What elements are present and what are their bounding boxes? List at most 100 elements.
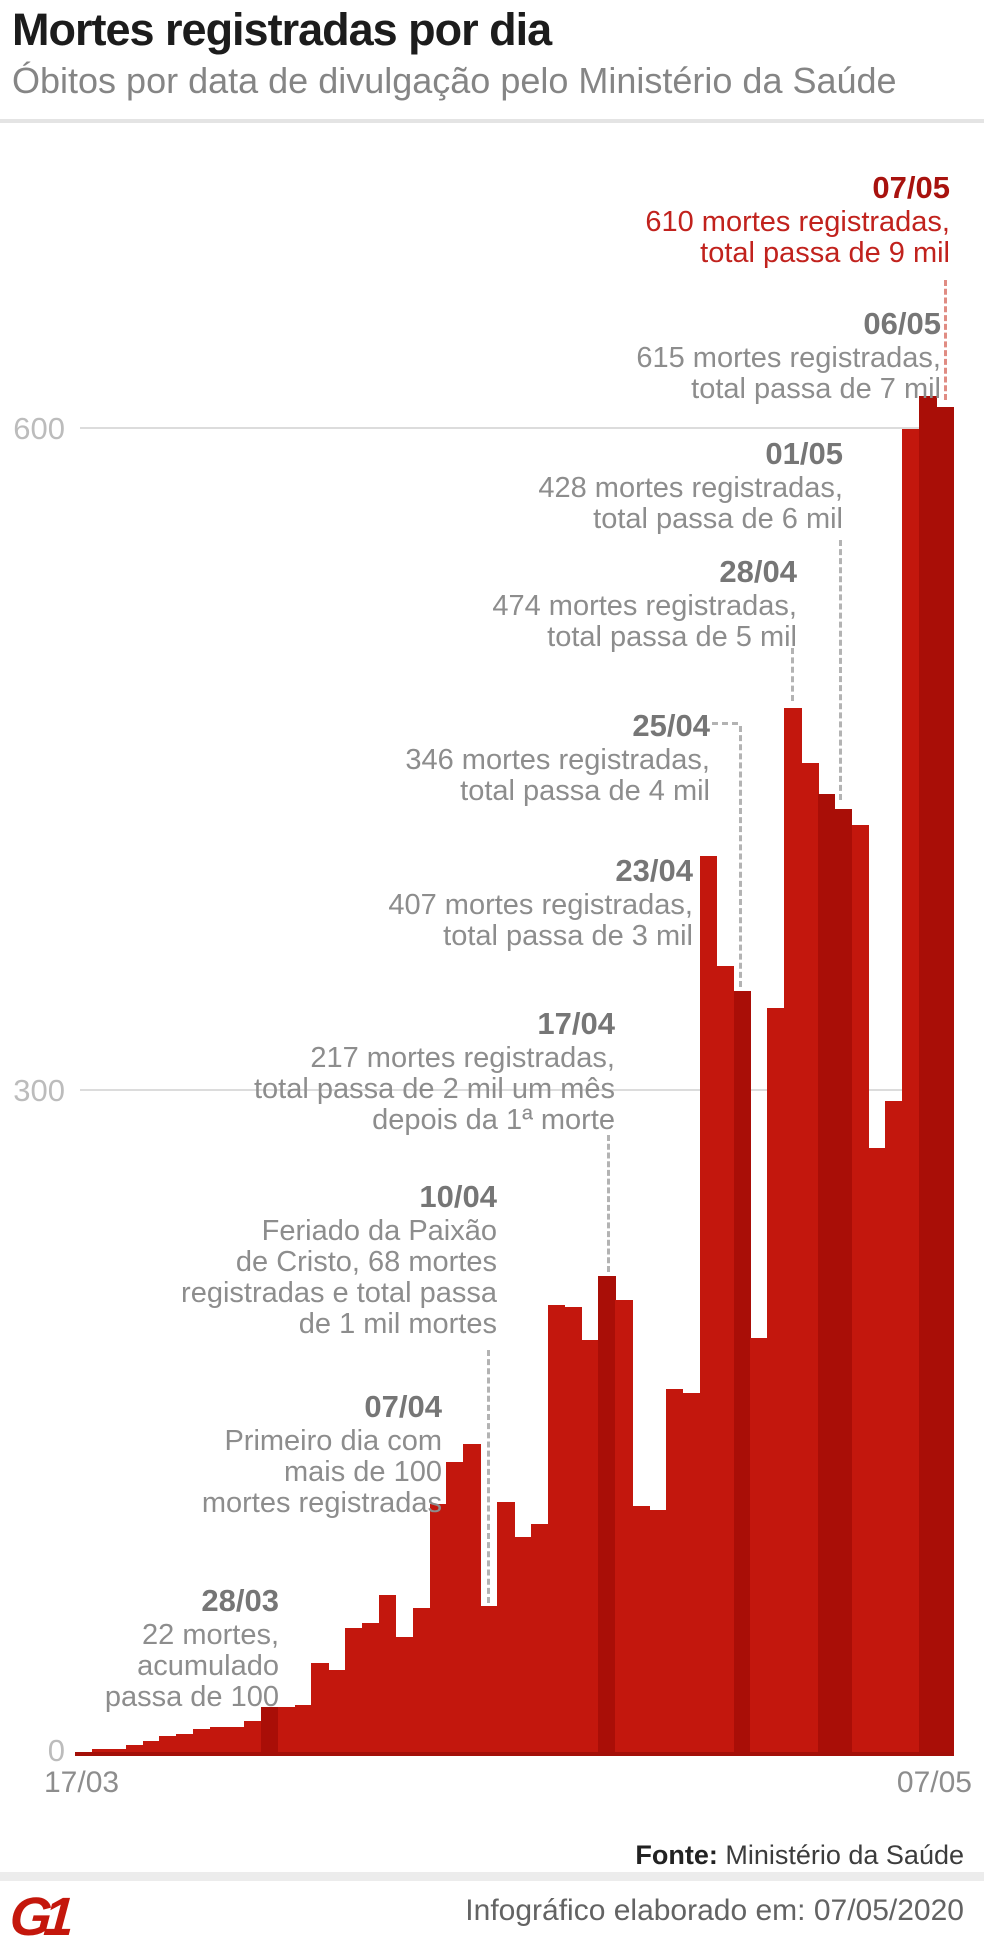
bar-03/05 [868, 1147, 887, 1756]
bar-25/04 [733, 990, 751, 1756]
bar-20/03 [125, 1744, 144, 1756]
bar-21/04 [665, 1388, 684, 1756]
bar-01/05 [834, 809, 853, 1756]
bar-19/04 [632, 1506, 650, 1756]
bar-01/04 [328, 1669, 346, 1756]
annotation-date: 17/04 [537, 1006, 615, 1041]
leader-line-28/04 [791, 648, 794, 701]
bar-05/05 [902, 428, 920, 1756]
annotation-25/04: 25/04 346 mortes registradas, total passa … [405, 710, 710, 807]
annotation-date: 06/05 [863, 306, 941, 341]
annotation-date: 01/05 [765, 436, 843, 471]
bar-14/04 [547, 1304, 566, 1756]
credit-line: Infográfico elaborado em: 07/05/2020 [465, 1894, 964, 1927]
annotation-date: 28/04 [719, 554, 797, 589]
bar-12/04 [514, 1537, 532, 1756]
annotation-line: total passa de 7 mil [691, 373, 941, 405]
bar-29/04 [801, 762, 819, 1756]
annotation-line: registradas e total passa [181, 1277, 497, 1309]
annotation-line: total passa de 3 mil [443, 920, 693, 952]
bar-27/03 [243, 1720, 262, 1756]
annotation-line: total passa de 5 mil [547, 621, 797, 653]
bar-15/04 [564, 1306, 583, 1756]
gridline-600 [80, 427, 953, 429]
annotation-line: de Cristo, 68 mortes [235, 1246, 497, 1278]
bar-07/04 [429, 1503, 448, 1756]
bar-17/04 [598, 1275, 616, 1756]
bar-30/03 [294, 1705, 312, 1756]
bar-23/03 [176, 1733, 194, 1756]
g1-logo: G1 [7, 1887, 69, 1947]
source-text: Ministério da Saúde [717, 1840, 964, 1870]
annotation-28/04: 28/04 474 mortes registradas, total passa … [492, 556, 797, 653]
annotation-line: 217 mortes registradas, [310, 1042, 615, 1074]
annotation-line: depois da 1ª morte [372, 1104, 615, 1136]
annotation-line: mais de 100 [284, 1456, 442, 1488]
bar-30/04 [817, 793, 836, 1756]
annotation-date: 07/04 [364, 1389, 442, 1424]
bar-06/05 [919, 395, 937, 1756]
annotation-07/05: 07/05 610 mortes registradas, total passa … [645, 172, 950, 269]
bar-22/04 [682, 1393, 701, 1756]
leader-line-10/04 [487, 1350, 490, 1603]
bar-29/03 [277, 1707, 296, 1756]
x-tick-first: 17/03 [44, 1766, 120, 1799]
bar-28/04 [784, 707, 802, 1756]
bar-10/04 [480, 1605, 498, 1756]
annotation-line: total passa de 6 mil [593, 503, 843, 535]
bar-03/04 [362, 1623, 380, 1756]
annotation-line: total passa de 4 mil [460, 775, 710, 807]
annotation-07/04: 07/04 Primeiro dia com mais de 100 mortes r… [202, 1391, 442, 1519]
bar-02/04 [345, 1627, 363, 1756]
bar-09/04 [463, 1444, 481, 1756]
header-divider [0, 119, 984, 123]
bar-31/03 [311, 1663, 329, 1756]
page-title: Mortes registradas por dia [12, 4, 552, 55]
leader-line-07/05 [944, 280, 947, 400]
annotation-date: 25/04 [632, 708, 710, 743]
annotation-line: passa de 100 [104, 1681, 279, 1713]
annotation-line: 615 mortes registradas, [636, 342, 941, 374]
annotation-line: acumulado [137, 1650, 279, 1682]
bar-02/05 [851, 824, 870, 1756]
gridline-300 [80, 1089, 953, 1091]
bar-28/03 [260, 1707, 279, 1756]
annotation-01/05: 01/05 428 mortes registradas, total passa … [538, 438, 843, 535]
annotation-date: 28/03 [201, 1583, 279, 1618]
leader-line-17/04 [607, 1135, 610, 1272]
bar-24/03 [193, 1729, 211, 1756]
annotation-28/03: 28/03 22 mortes, acumulado passa de 100 [105, 1585, 279, 1713]
annotation-line: Primeiro dia com [224, 1425, 442, 1457]
bar-08/04 [446, 1461, 464, 1756]
source-label: Fonte: [635, 1840, 718, 1870]
annotation-23/04: 23/04 407 mortes registradas, total passa … [388, 855, 693, 952]
bar-20/04 [649, 1510, 667, 1756]
bar-26/04 [750, 1337, 768, 1756]
bar-18/04 [615, 1300, 633, 1756]
bar-25/03 [210, 1727, 228, 1756]
bar-07/05 [936, 406, 954, 1756]
bar-23/04 [699, 855, 718, 1756]
bar-13/04 [530, 1523, 549, 1756]
annotation-line: total passa de 2 mil um mês [253, 1073, 615, 1105]
annotation-date: 10/04 [419, 1179, 497, 1214]
annotation-date: 07/05 [872, 170, 950, 205]
annotation-10/04: 10/04 Feriado da Paixão de Cristo, 68 mort… [181, 1181, 497, 1340]
annotation-line: 407 mortes registradas, [388, 889, 693, 921]
annotation-line: de 1 mil mortes [298, 1308, 497, 1340]
annotation-17/04: 17/04 217 mortes registradas, total passa … [254, 1008, 615, 1136]
annotation-line: 22 mortes, [142, 1619, 279, 1651]
leader-line-25/04 [739, 726, 742, 987]
annotation-line: 346 mortes registradas, [405, 744, 710, 776]
annotation-line: 610 mortes registradas, [645, 206, 950, 238]
y-tick-300: 300 [13, 1073, 65, 1108]
bar-27/04 [767, 1008, 785, 1756]
annotation-line: total passa de 9 mil [700, 237, 950, 269]
bar-06/04 [412, 1607, 431, 1756]
source-line: Fonte: Ministério da Saúde [635, 1840, 964, 1871]
annotation-06/05: 06/05 615 mortes registradas, total passa … [636, 308, 941, 405]
bar-16/04 [581, 1340, 600, 1756]
y-tick-0: 0 [47, 1733, 65, 1768]
annotation-line: Feriado da Paixão [261, 1215, 497, 1247]
